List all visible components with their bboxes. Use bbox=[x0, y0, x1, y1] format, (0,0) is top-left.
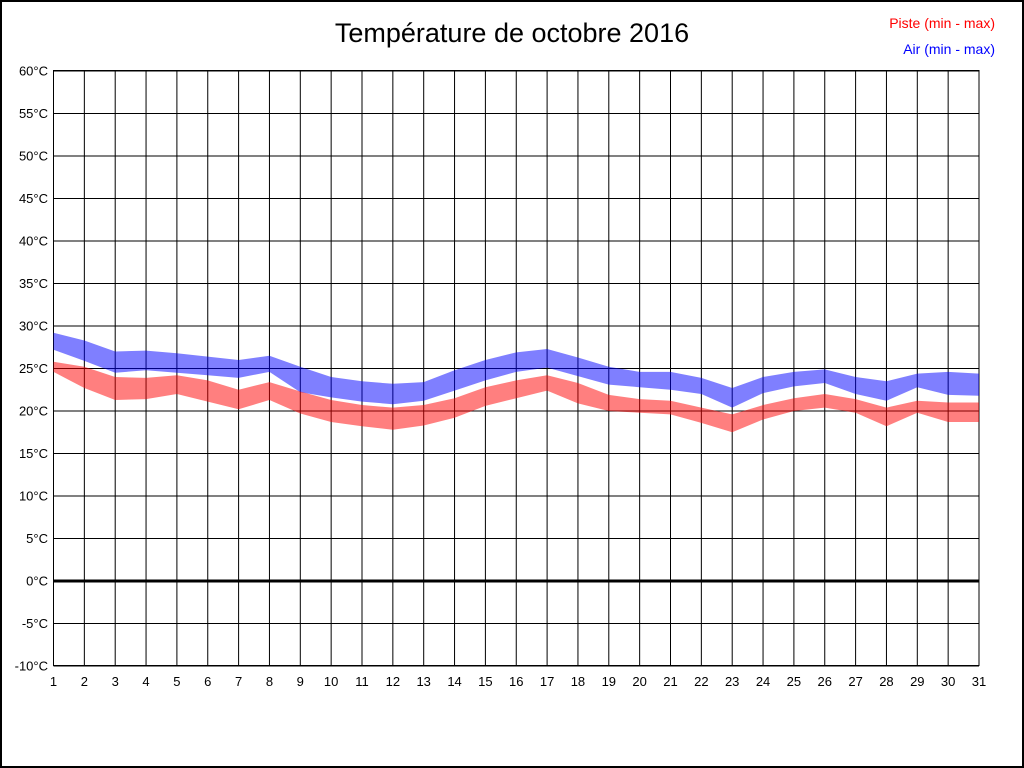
x-axis-tick-label: 3 bbox=[112, 674, 119, 689]
x-axis-tick-label: 12 bbox=[386, 674, 400, 689]
x-axis-tick-label: 17 bbox=[540, 674, 554, 689]
x-axis-tick-label: 7 bbox=[235, 674, 242, 689]
y-axis-tick-label: 10°C bbox=[19, 489, 48, 504]
y-axis-tick-label: 50°C bbox=[19, 149, 48, 164]
x-axis-tick-label: 8 bbox=[266, 674, 273, 689]
x-axis-tick-label: 28 bbox=[879, 674, 893, 689]
x-axis-tick-label: 9 bbox=[297, 674, 304, 689]
y-axis-tick-label: 35°C bbox=[19, 276, 48, 291]
y-axis-tick-label: 60°C bbox=[19, 64, 48, 79]
chart-title: Température de octobre 2016 bbox=[334, 18, 690, 48]
x-axis-tick-label: 11 bbox=[355, 674, 369, 689]
x-axis-tick-label: 29 bbox=[910, 674, 924, 689]
x-axis-tick-label: 19 bbox=[602, 674, 616, 689]
x-axis-tick-label: 4 bbox=[142, 674, 149, 689]
x-axis-tick-label: 21 bbox=[663, 674, 677, 689]
x-axis-tick-label: 6 bbox=[204, 674, 211, 689]
x-axis-tick-label: 31 bbox=[972, 674, 986, 689]
legend-item-air: Air (min - max) bbox=[889, 36, 995, 62]
x-axis-tick-label: 24 bbox=[756, 674, 770, 689]
y-axis-tick-label: -5°C bbox=[22, 616, 48, 631]
x-axis-tick-label: 23 bbox=[725, 674, 739, 689]
legend-label-piste: Piste (min - max) bbox=[889, 15, 995, 31]
y-axis-tick-label: 20°C bbox=[19, 404, 48, 419]
x-axis-tick-label: 1 bbox=[50, 674, 57, 689]
y-axis-tick-label: 25°C bbox=[19, 361, 48, 376]
x-axis-tick-label: 22 bbox=[694, 674, 708, 689]
x-axis-tick-label: 13 bbox=[416, 674, 430, 689]
y-axis-tick-label: 55°C bbox=[19, 106, 48, 121]
y-axis-tick-label: 30°C bbox=[19, 319, 48, 334]
x-axis-tick-label: 5 bbox=[173, 674, 180, 689]
y-axis-tick-label: 0°C bbox=[26, 574, 48, 589]
legend: Piste (min - max) Air (min - max) bbox=[889, 10, 995, 62]
x-axis-tick-label: 20 bbox=[632, 674, 646, 689]
air-band bbox=[53, 332, 979, 408]
x-axis-tick-label: 10 bbox=[324, 674, 338, 689]
y-axis-tick-label: -10°C bbox=[15, 659, 48, 674]
x-axis-tick-label: 18 bbox=[571, 674, 585, 689]
x-axis-tick-label: 2 bbox=[81, 674, 88, 689]
x-axis-tick-label: 14 bbox=[447, 674, 461, 689]
x-axis-tick-label: 16 bbox=[509, 674, 523, 689]
x-axis-tick-label: 27 bbox=[848, 674, 862, 689]
piste-band bbox=[53, 361, 979, 433]
legend-item-piste: Piste (min - max) bbox=[889, 10, 995, 36]
y-axis-tick-label: 40°C bbox=[19, 234, 48, 249]
y-axis-tick-label: 45°C bbox=[19, 191, 48, 206]
x-axis-tick-label: 30 bbox=[941, 674, 955, 689]
x-axis-tick-label: 26 bbox=[818, 674, 832, 689]
x-axis-tick-label: 15 bbox=[478, 674, 492, 689]
y-axis-tick-label: 5°C bbox=[26, 531, 48, 546]
y-axis-tick-label: 15°C bbox=[19, 446, 48, 461]
x-axis-tick-label: 25 bbox=[787, 674, 801, 689]
legend-label-air: Air (min - max) bbox=[903, 41, 995, 57]
